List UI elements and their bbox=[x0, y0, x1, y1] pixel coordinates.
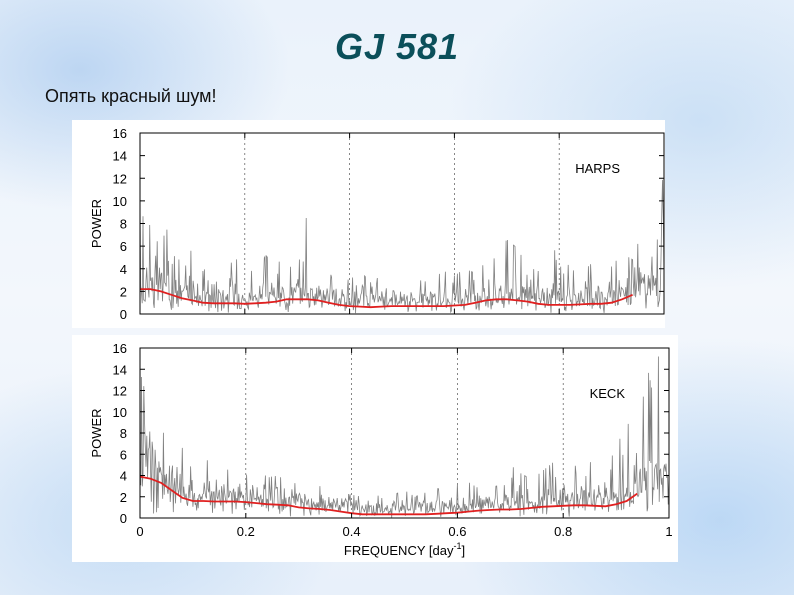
periodogram-figure: 0 2 4 6 8 10 12 14 16 POWER HARPS 0 2 4 6 8 10 12 14 16 0 0.2… bbox=[72, 120, 678, 562]
panel-harps: 0 2 4 6 8 10 12 14 16 POWER HARPS bbox=[89, 126, 665, 322]
y-tick-label: 0 bbox=[120, 511, 127, 526]
panel-keck-background bbox=[72, 335, 678, 562]
x-tick-label: 0.6 bbox=[448, 524, 466, 539]
x-tick-label: 0.4 bbox=[343, 524, 361, 539]
noise-series-line bbox=[139, 356, 670, 518]
y-tick-label: 4 bbox=[120, 469, 127, 484]
x-tick-label: 1 bbox=[665, 524, 672, 539]
panel-label: HARPS bbox=[575, 161, 620, 176]
y-tick-label: 14 bbox=[113, 362, 127, 377]
y-tick-label: 4 bbox=[120, 262, 127, 277]
y-tick-label: 16 bbox=[113, 126, 127, 141]
red-noise-series-line bbox=[140, 288, 633, 309]
y-tick-label: 2 bbox=[120, 284, 127, 299]
y-tick-label: 6 bbox=[120, 447, 127, 462]
panel-keck: 0 2 4 6 8 10 12 14 16 0 0.2 0.4 0.6 0.8 1 POWER KECK FREQ… bbox=[89, 341, 673, 558]
y-tick-label: 10 bbox=[113, 194, 127, 209]
y-tick-label: 8 bbox=[120, 426, 127, 441]
x-tick-label: 0 bbox=[136, 524, 143, 539]
y-tick-label: 12 bbox=[113, 384, 127, 399]
x-axis-label: FREQUENCY [day-1] bbox=[344, 541, 465, 558]
x-axis-label-superscript: -1 bbox=[453, 541, 461, 551]
slide-title: GJ 581 bbox=[334, 26, 460, 67]
x-tick-label: 0.8 bbox=[554, 524, 572, 539]
slide-subtitle: Опять красный шум! bbox=[45, 86, 217, 106]
y-tick-label: 14 bbox=[113, 149, 127, 164]
y-tick-label: 8 bbox=[120, 217, 127, 232]
x-tick-label: 0.2 bbox=[237, 524, 255, 539]
y-tick-label: 12 bbox=[113, 171, 127, 186]
x-axis-label-end: ] bbox=[461, 543, 465, 558]
y-tick-label: 16 bbox=[113, 341, 127, 356]
y-tick-label: 0 bbox=[120, 307, 127, 322]
y-tick-label: 6 bbox=[120, 239, 127, 254]
y-axis-label: POWER bbox=[89, 408, 104, 457]
panel-label: KECK bbox=[590, 386, 626, 401]
red-noise-series-line bbox=[139, 475, 638, 516]
panel-harps-background bbox=[72, 120, 665, 328]
y-tick-label: 10 bbox=[113, 405, 127, 420]
periodogram-svg: 0 2 4 6 8 10 12 14 16 POWER HARPS 0 2 4 6 8 10 12 14 16 0 0.2… bbox=[72, 120, 678, 562]
y-axis-label: POWER bbox=[89, 199, 104, 248]
y-tick-label: 2 bbox=[120, 490, 127, 505]
